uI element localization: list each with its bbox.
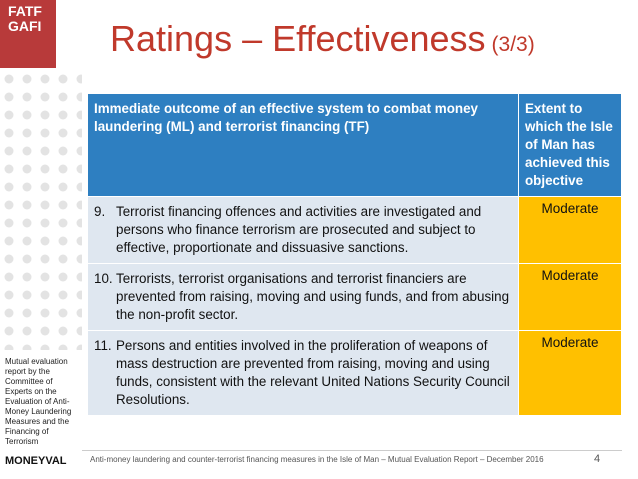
dot-pattern xyxy=(0,70,82,350)
ratings-table: Immediate outcome of an effective system… xyxy=(87,93,622,416)
header-cell: Extent to which the Isle of Man has achi… xyxy=(518,93,622,197)
outcome-cell: 11. Persons and entities involved in the … xyxy=(87,330,519,416)
rating-cell: Moderate xyxy=(518,263,622,331)
outcome-text: Persons and entities involved in the pro… xyxy=(116,338,510,407)
header-row: Immediate outcome of an effective system… xyxy=(87,93,622,197)
outcome-cell: 10. Terrorists, terrorist organisations a… xyxy=(87,263,519,331)
sidebar-description: Mutual evaluation report by the Committe… xyxy=(5,357,72,446)
table-row: 11. Persons and entities involved in the … xyxy=(87,330,622,416)
page-number: 4 xyxy=(594,453,601,465)
title-part: (3/3) xyxy=(491,33,535,56)
logo-line: GAFI xyxy=(8,18,42,34)
outcome-number: 10. xyxy=(94,271,113,286)
table-row: 9. Terrorist financing offences and activ… xyxy=(87,196,622,264)
slide-title: Ratings – Effectiveness (3/3) xyxy=(110,18,535,60)
rating-cell: Moderate xyxy=(518,196,622,264)
footer-rule xyxy=(82,450,622,451)
outcome-number: 11. xyxy=(94,338,112,353)
header-cell: Immediate outcome of an effective system… xyxy=(87,93,519,197)
outcome-item: 11. Persons and entities involved in the … xyxy=(94,337,510,409)
footer-text: Anti-money laundering and counter-terror… xyxy=(90,455,544,464)
table-row: 10. Terrorists, terrorist organisations a… xyxy=(87,263,622,331)
outcome-text: Terrorists, terrorist organisations and … xyxy=(116,271,510,322)
title-main: Ratings – Effectiveness xyxy=(110,18,486,59)
logo: FATF GAFI xyxy=(0,0,56,68)
logo-line: FATF xyxy=(8,3,42,19)
brand: MONEYVAL xyxy=(5,455,67,467)
outcome-cell: 9. Terrorist financing offences and activ… xyxy=(87,196,519,264)
outcome-item: 10. Terrorists, terrorist organisations a… xyxy=(94,270,510,324)
rating-cell: Moderate xyxy=(518,330,622,416)
outcome-number: 9. xyxy=(94,204,106,219)
outcome-text: Terrorist financing offences and activit… xyxy=(116,204,482,255)
outcome-item: 9. Terrorist financing offences and activ… xyxy=(94,203,510,257)
